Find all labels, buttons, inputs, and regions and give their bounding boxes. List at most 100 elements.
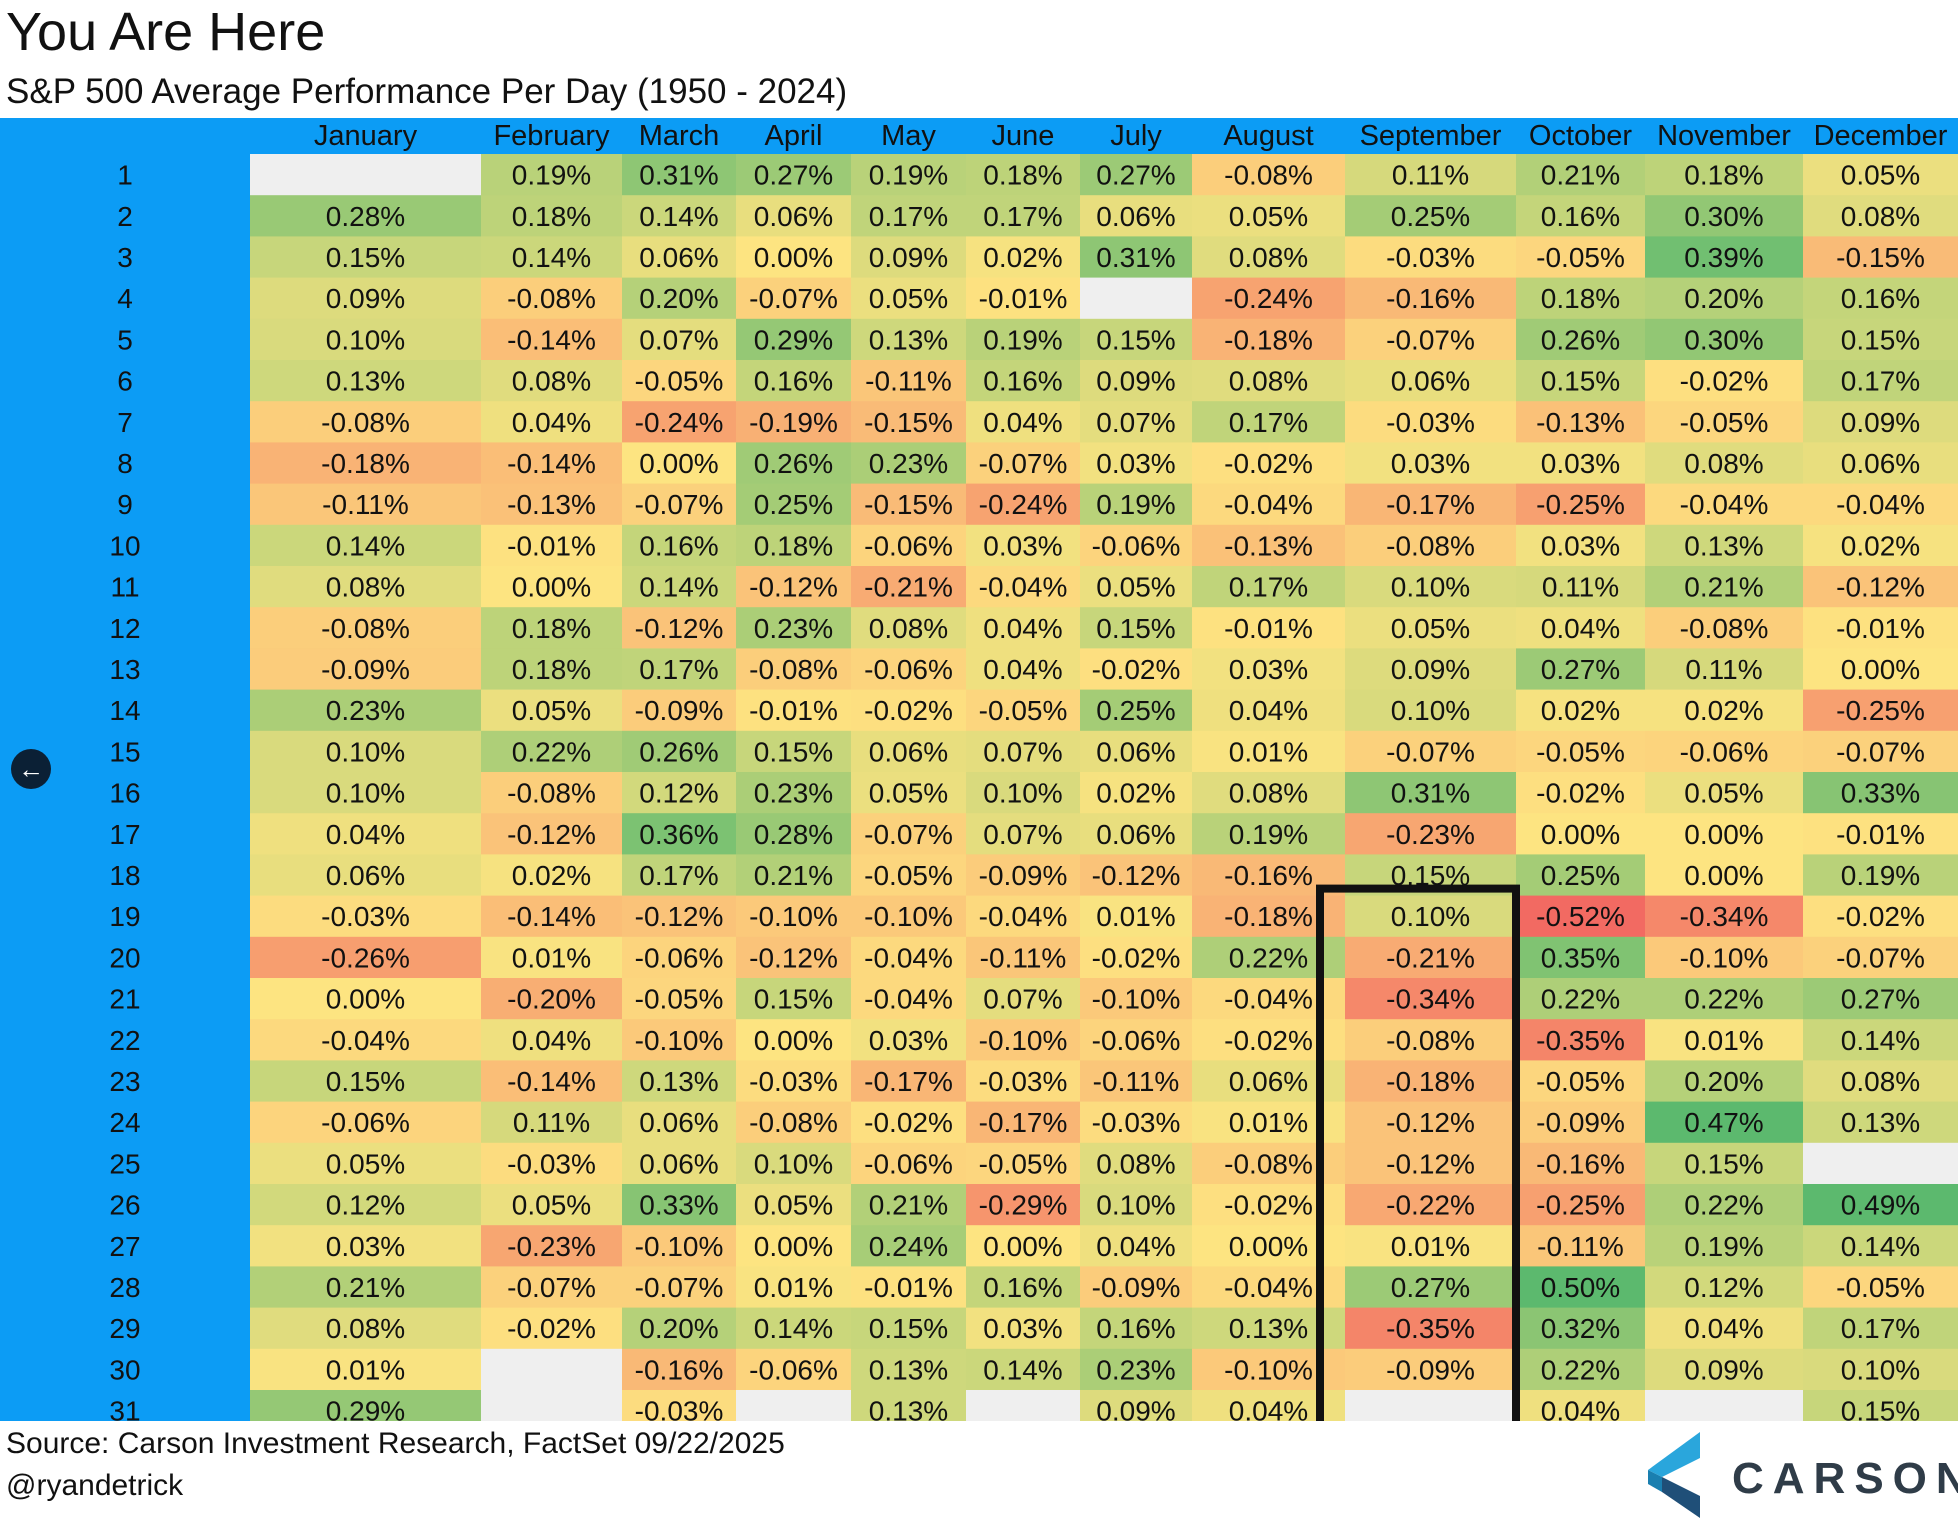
cell-value: 0.06% — [639, 242, 718, 273]
row-label-day-19: 19 — [109, 901, 140, 932]
cell-value: -0.08% — [1224, 160, 1313, 191]
cell-value: -0.04% — [1680, 489, 1769, 520]
cell-value: -0.16% — [1536, 1148, 1625, 1179]
cell-value: 0.23% — [869, 448, 948, 479]
cell-value: 0.05% — [869, 778, 948, 809]
cell-value: 0.11% — [1392, 160, 1469, 191]
heatmap-cell — [1192, 154, 1345, 196]
cell-value: -0.08% — [749, 1107, 838, 1138]
cell-value: -0.04% — [864, 984, 953, 1015]
heatmap-cell — [622, 1266, 736, 1309]
cell-value: 0.13% — [869, 1396, 948, 1421]
cell-value: -0.09% — [1386, 1354, 1475, 1385]
heatmap-cell — [1803, 936, 1958, 979]
cell-value: -0.09% — [321, 654, 410, 685]
heatmap-cell — [966, 730, 1080, 773]
heatmap-cell — [1345, 318, 1516, 361]
cell-value: 0.03% — [326, 1231, 405, 1262]
cell-value: 0.21% — [326, 1272, 405, 1303]
heatmap-cell — [966, 1348, 1080, 1391]
heatmap-cell — [851, 483, 966, 526]
heatmap-cell — [851, 195, 966, 237]
heatmap-cell — [1192, 730, 1345, 773]
row-label-day-14: 14 — [109, 695, 140, 726]
heatmap-cell — [966, 1225, 1080, 1267]
heatmap-cell — [1345, 154, 1516, 196]
heatmap-cell — [736, 483, 851, 526]
cell-value: -0.10% — [1092, 984, 1181, 1015]
cell-value: 0.05% — [326, 1148, 405, 1179]
cell-value: 0.01% — [1229, 736, 1308, 767]
cell-value: 0.17% — [869, 201, 948, 232]
heatmap-cell — [622, 607, 736, 649]
cell-value: 0.03% — [1391, 448, 1470, 479]
heatmap-cell — [1803, 401, 1958, 443]
heatmap-cell — [481, 895, 622, 938]
heatmap-cell — [481, 854, 622, 897]
cell-value: 0.17% — [639, 654, 718, 685]
cell-value: 0.18% — [1684, 160, 1763, 191]
cell-value: 0.26% — [639, 736, 718, 767]
row-label-day-17: 17 — [109, 819, 140, 850]
heatmap-cell — [1803, 813, 1958, 855]
heatmap-cell — [736, 401, 851, 443]
cell-value: 0.19% — [1229, 819, 1308, 850]
cell-value: -0.21% — [1386, 942, 1475, 973]
cell-value: -0.06% — [864, 654, 953, 685]
cell-value: 0.26% — [1541, 324, 1620, 355]
heatmap-cell — [1803, 1348, 1958, 1391]
cell-value: 0.15% — [1841, 324, 1920, 355]
heatmap-cell — [481, 154, 622, 196]
heatmap-cell — [622, 1060, 736, 1103]
cell-value: 0.05% — [1841, 160, 1920, 191]
row-label-day-9: 9 — [117, 489, 133, 520]
cell-value: -0.02% — [1092, 654, 1181, 685]
heatmap-cell — [1345, 772, 1516, 814]
heatmap-cell — [851, 813, 966, 855]
heatmap-cell — [1645, 1142, 1803, 1185]
heatmap-cell — [1645, 895, 1803, 938]
cell-value: 0.27% — [1841, 984, 1920, 1015]
cell-value: -0.25% — [1836, 695, 1925, 726]
heatmap-cell — [1192, 277, 1345, 320]
cell-value: -0.03% — [635, 1396, 724, 1421]
heatmap-cell — [481, 813, 622, 855]
cell-value: -0.12% — [507, 819, 596, 850]
heatmap-cell — [736, 607, 851, 649]
heatmap-cell — [1516, 1142, 1645, 1185]
cell-value: -0.10% — [1224, 1354, 1313, 1385]
heatmap-cell — [1080, 607, 1192, 649]
heatmap-cell — [1803, 648, 1958, 691]
heatmap-cell — [1803, 854, 1958, 897]
cell-value: 0.30% — [1684, 201, 1763, 232]
heatmap-cell — [736, 772, 851, 814]
cell-value: 0.03% — [983, 1313, 1062, 1344]
heatmap-cell — [1516, 813, 1645, 855]
cell-value: -0.14% — [507, 324, 596, 355]
cell-value: 0.31% — [639, 160, 718, 191]
row-label-day-3: 3 — [117, 242, 133, 273]
cell-value: 0.04% — [1541, 1396, 1620, 1421]
heatmap-cell — [1080, 730, 1192, 773]
heatmap-cell — [1516, 236, 1645, 279]
cell-value: -0.10% — [749, 901, 838, 932]
heatmap-cell — [966, 442, 1080, 485]
cell-value: 0.32% — [1541, 1313, 1620, 1344]
heatmap-cell — [736, 1142, 851, 1185]
heatmap-cell — [1192, 813, 1345, 855]
heatmap-cell — [736, 236, 851, 279]
heatmap-cell — [1803, 318, 1958, 361]
cell-value: -0.10% — [635, 1231, 724, 1262]
heatmap-cell — [851, 154, 966, 196]
heatmap-cell — [1516, 360, 1645, 402]
heatmap-cell — [1803, 689, 1958, 732]
cell-value: 0.06% — [1841, 448, 1920, 479]
cell-value: 0.02% — [1684, 695, 1763, 726]
heatmap-cell — [250, 1307, 481, 1350]
heatmap-cell — [1516, 483, 1645, 526]
row-label-day-11: 11 — [110, 572, 139, 603]
arrow-left-icon[interactable]: ← — [11, 749, 51, 789]
heatmap-cell — [1080, 154, 1192, 196]
cell-value: -0.05% — [979, 695, 1068, 726]
cell-value: 0.08% — [869, 613, 948, 644]
